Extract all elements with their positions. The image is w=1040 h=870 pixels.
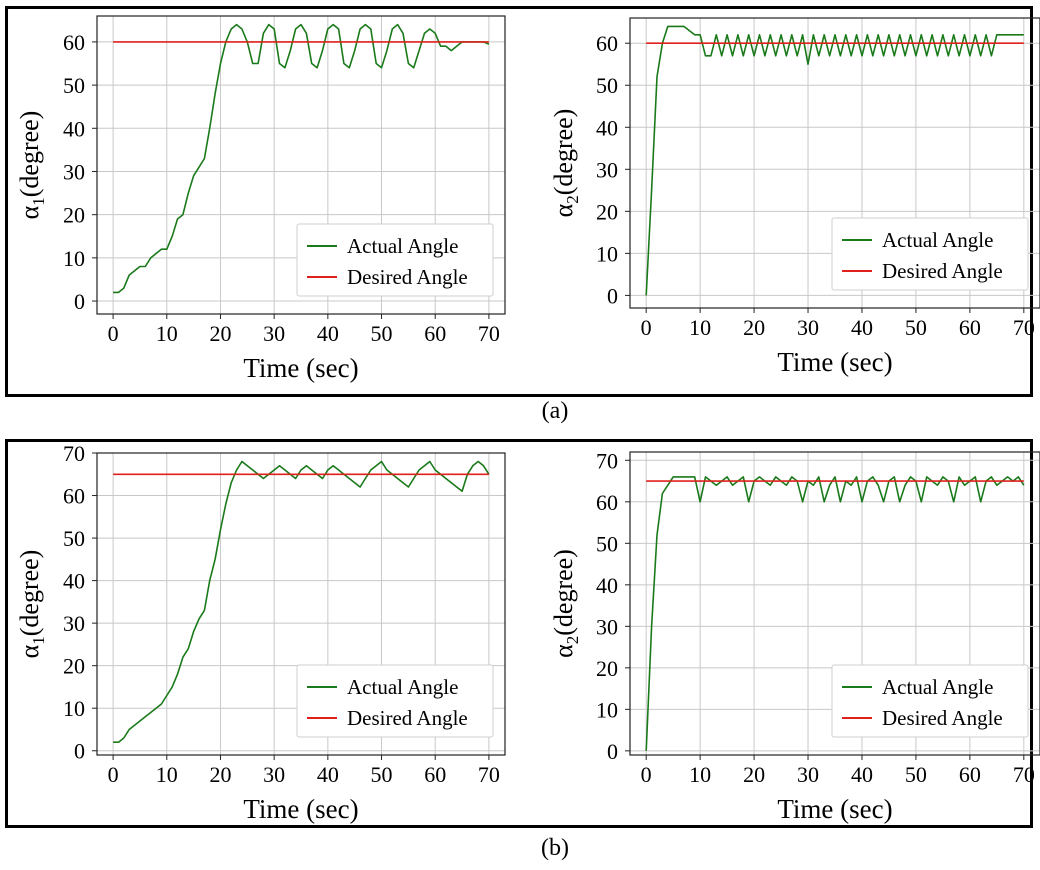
x-tick-label: 40 — [851, 315, 873, 340]
y-tick-label: 20 — [63, 654, 85, 679]
x-tick-label: 30 — [797, 762, 819, 787]
y-tick-label: 40 — [596, 115, 618, 140]
y-axis-label: α1(degree) — [15, 550, 48, 659]
y-tick-label: 50 — [596, 73, 618, 98]
legend-box — [831, 217, 1029, 291]
y-tick-label: 40 — [63, 116, 85, 141]
x-tick-label: 50 — [905, 315, 927, 340]
y-tick-label: 20 — [596, 656, 618, 681]
x-tick-label: 20 — [209, 321, 231, 346]
chart-alpha2-a: 0 10 20 30 40 50 60 70 0 10 20 30 40 50 60 Time (sec) α2… — [549, 17, 1040, 377]
actual-angle-line — [645, 25, 1024, 296]
actual-angle-line — [645, 476, 1025, 751]
x-tick-label: 60 — [424, 762, 446, 787]
caption-b: (b) — [541, 835, 569, 861]
y-tick-label: 10 — [596, 697, 618, 722]
caption-a: (a) — [541, 398, 569, 424]
legend-box — [296, 664, 494, 738]
actual-angle-line — [113, 23, 490, 294]
y-tick-label: 10 — [63, 246, 85, 271]
x-tick-label: 10 — [156, 762, 178, 787]
legend-desired-label: Desired Angle — [882, 259, 1003, 283]
chart-alpha1-a: 0 10 20 30 40 50 60 70 0 10 20 30 40 50 60 Time (sec) α1… — [15, 15, 506, 383]
y-tick-label: 40 — [63, 569, 85, 594]
x-tick-label: 40 — [317, 321, 339, 346]
y-tick-label: 10 — [596, 241, 618, 266]
y-tick-label: 30 — [63, 159, 85, 184]
y-tick-label: 50 — [596, 531, 618, 556]
x-tick-label: 70 — [478, 321, 500, 346]
x-tick-label: 50 — [905, 762, 927, 787]
plot-frame — [96, 15, 506, 315]
y-tick-label: 30 — [596, 614, 618, 639]
chart-alpha2-b: 0 10 20 30 40 50 60 70 0 10 20 30 40 50 60 70 Time (sec)… — [549, 448, 1040, 824]
figure-panel-b — [5, 439, 1033, 828]
x-axis-label: Time (sec) — [243, 353, 358, 383]
y-tick-label: 50 — [63, 73, 85, 98]
y-tick-label: 20 — [63, 203, 85, 228]
x-tick-label: 60 — [424, 321, 446, 346]
legend-box — [296, 223, 494, 297]
y-tick-label: 20 — [596, 199, 618, 224]
y-tick-label: 10 — [63, 696, 85, 721]
y-tick-label: 30 — [596, 157, 618, 182]
y-tick-label: 70 — [63, 441, 85, 466]
x-tick-label: 0 — [108, 762, 119, 787]
legend-actual-label: Actual Angle — [882, 228, 993, 252]
plot-frame — [629, 17, 1040, 309]
y-tick-label: 0 — [607, 739, 618, 764]
y-tick-label: 60 — [63, 484, 85, 509]
x-tick-label: 10 — [689, 315, 711, 340]
legend-actual-label: Actual Angle — [347, 234, 458, 258]
x-tick-label: 70 — [1013, 315, 1035, 340]
y-tick-label: 30 — [63, 611, 85, 636]
y-tick-label: 70 — [596, 448, 618, 473]
x-axis-label: Time (sec) — [243, 794, 358, 824]
actual-angle-line — [113, 460, 490, 744]
x-tick-label: 20 — [209, 762, 231, 787]
x-tick-label: 0 — [641, 762, 652, 787]
x-tick-label: 40 — [317, 762, 339, 787]
legend-box — [831, 664, 1029, 738]
y-tick-label: 0 — [74, 289, 85, 314]
y-axis-label: α1(degree) — [15, 111, 48, 220]
y-tick-label: 60 — [596, 490, 618, 515]
x-tick-label: 20 — [743, 315, 765, 340]
x-tick-label: 60 — [959, 762, 981, 787]
x-tick-label: 0 — [641, 315, 652, 340]
x-tick-label: 60 — [959, 315, 981, 340]
legend-desired-label: Desired Angle — [347, 265, 468, 289]
y-tick-label: 0 — [607, 283, 618, 308]
legend-desired-label: Desired Angle — [347, 706, 468, 730]
y-tick-label: 60 — [596, 31, 618, 56]
x-tick-label: 10 — [689, 762, 711, 787]
y-axis-label: α2(degree) — [549, 109, 582, 218]
y-tick-label: 40 — [596, 573, 618, 598]
x-tick-label: 20 — [743, 762, 765, 787]
y-tick-label: 60 — [63, 30, 85, 55]
x-tick-label: 70 — [1013, 762, 1035, 787]
y-tick-label: 0 — [74, 739, 85, 764]
x-tick-label: 30 — [263, 321, 285, 346]
legend-actual-label: Actual Angle — [882, 675, 993, 699]
x-axis-label: Time (sec) — [777, 794, 892, 824]
figure-panel-a — [5, 6, 1033, 397]
x-tick-label: 50 — [371, 762, 393, 787]
chart-alpha1-b: 0 10 20 30 40 50 60 70 0 10 20 30 40 50 60 70 Time (sec)… — [15, 441, 506, 824]
x-tick-label: 10 — [156, 321, 178, 346]
x-tick-label: 70 — [478, 762, 500, 787]
plot-frame — [96, 452, 506, 756]
legend-desired-label: Desired Angle — [882, 706, 1003, 730]
plot-frame — [629, 451, 1040, 756]
x-tick-label: 40 — [851, 762, 873, 787]
x-tick-label: 0 — [108, 321, 119, 346]
x-tick-label: 50 — [371, 321, 393, 346]
legend-actual-label: Actual Angle — [347, 675, 458, 699]
x-tick-label: 30 — [263, 762, 285, 787]
x-axis-label: Time (sec) — [777, 347, 892, 377]
x-tick-label: 30 — [797, 315, 819, 340]
y-axis-label: α2(degree) — [549, 549, 582, 658]
y-tick-label: 50 — [63, 526, 85, 551]
